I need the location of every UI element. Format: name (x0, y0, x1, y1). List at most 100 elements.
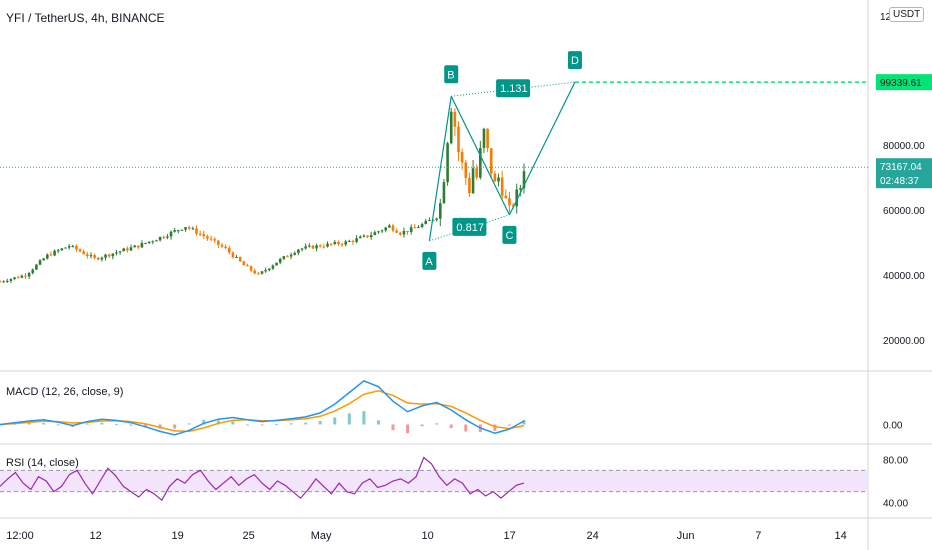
candle-body (235, 256, 238, 258)
candle-body (155, 240, 158, 242)
candle-body (289, 254, 293, 257)
rsi-line (0, 456, 525, 502)
candle-body (16, 277, 20, 279)
candle-body (420, 224, 424, 228)
candle-body (166, 236, 169, 238)
x-tick-label: 7 (755, 530, 761, 542)
candle-body (82, 251, 85, 255)
candle-body (180, 229, 184, 231)
candle-body (344, 241, 347, 245)
currency-badge[interactable]: USDT (889, 7, 925, 22)
candle-body (304, 246, 307, 249)
macd-histogram-bar (435, 423, 439, 425)
candle-body (428, 219, 431, 221)
candle-body (144, 242, 147, 244)
candle-body (497, 177, 500, 182)
point-label-A: A (425, 256, 433, 268)
candle-body (173, 230, 176, 232)
candle-body (177, 230, 180, 232)
candle-body (417, 227, 420, 229)
candle-body (133, 245, 136, 248)
macd-histogram-bar (100, 422, 104, 425)
chart-title: YFI / TetherUS, 4h, BINANCE (6, 11, 165, 25)
candle-body (278, 258, 282, 263)
candle-body (107, 254, 111, 257)
candle-body (147, 241, 151, 243)
candle-body (115, 252, 118, 254)
candle-body (395, 230, 398, 233)
candle-body (206, 236, 209, 239)
ratio-badge-1 (452, 217, 487, 236)
candle-body (126, 248, 129, 251)
candle-body (511, 205, 515, 207)
candle-body (249, 266, 253, 271)
price-tick-label: 12 (880, 12, 892, 23)
candle-body (435, 218, 438, 220)
macd-histogram-bar (245, 424, 249, 426)
candle-body (35, 264, 38, 270)
candle-body (257, 273, 260, 275)
candle-body (31, 269, 35, 274)
candle-body (391, 225, 395, 231)
candle-body (213, 239, 216, 241)
macd-histogram-bar (347, 413, 351, 425)
candle-body (118, 251, 122, 253)
x-tick-label: 12 (90, 530, 102, 542)
candle-body (56, 250, 60, 252)
point-label-B: B (447, 69, 454, 81)
candle-body (446, 143, 449, 183)
candle-body (60, 248, 64, 251)
candle-body (96, 257, 100, 260)
candle-body (318, 245, 322, 247)
candle-body (482, 128, 486, 148)
candle-body (388, 225, 391, 228)
candle-body (486, 128, 489, 149)
macd-histogram-bar (420, 424, 424, 427)
candle-body (293, 252, 297, 255)
macd-histogram-bar (493, 424, 497, 431)
candle-body (75, 245, 78, 250)
candle-body (169, 231, 173, 237)
candle-body (460, 152, 464, 163)
macd-histogram-bar (304, 422, 308, 425)
rsi-band (0, 470, 868, 492)
candle-body (439, 203, 442, 219)
candle-body (224, 246, 227, 249)
candle-body (464, 162, 468, 178)
candle-body (78, 249, 82, 252)
ratio-label-1: 0.817 (456, 222, 484, 234)
candle-body (264, 270, 267, 272)
macd-histogram-bar (289, 423, 293, 425)
candle-body (358, 236, 362, 239)
candle-body (202, 234, 206, 237)
candle-body (504, 195, 508, 199)
candle-body (191, 228, 195, 230)
macd-histogram-bar (202, 419, 206, 425)
macd-histogram-bar (333, 417, 337, 425)
candle-body (377, 231, 380, 233)
candle-body (442, 182, 446, 204)
candle-body (260, 271, 264, 274)
rsi-label: RSI (14, close) (6, 457, 79, 469)
candle-body (424, 220, 428, 225)
ratio-badge-0 (496, 79, 531, 98)
candle-body (282, 256, 286, 259)
macd-histogram-bar (158, 424, 162, 429)
candle-body (71, 245, 75, 247)
candle-body (351, 240, 355, 242)
signal-line (0, 390, 525, 433)
candle-body (413, 227, 417, 229)
candle-body (329, 243, 333, 245)
candle-body (286, 256, 289, 258)
candle-body (322, 246, 326, 248)
macd-histogram-bar (173, 424, 177, 429)
candle-body (195, 228, 198, 234)
macd-line (0, 380, 525, 436)
candle-body (220, 244, 224, 247)
candle-body (475, 168, 478, 178)
price-tick-label: 40000.00 (883, 271, 925, 282)
x-tick-label: May (311, 530, 332, 542)
x-tick-label: Jun (677, 530, 695, 542)
macd-histogram-bar (522, 419, 526, 425)
